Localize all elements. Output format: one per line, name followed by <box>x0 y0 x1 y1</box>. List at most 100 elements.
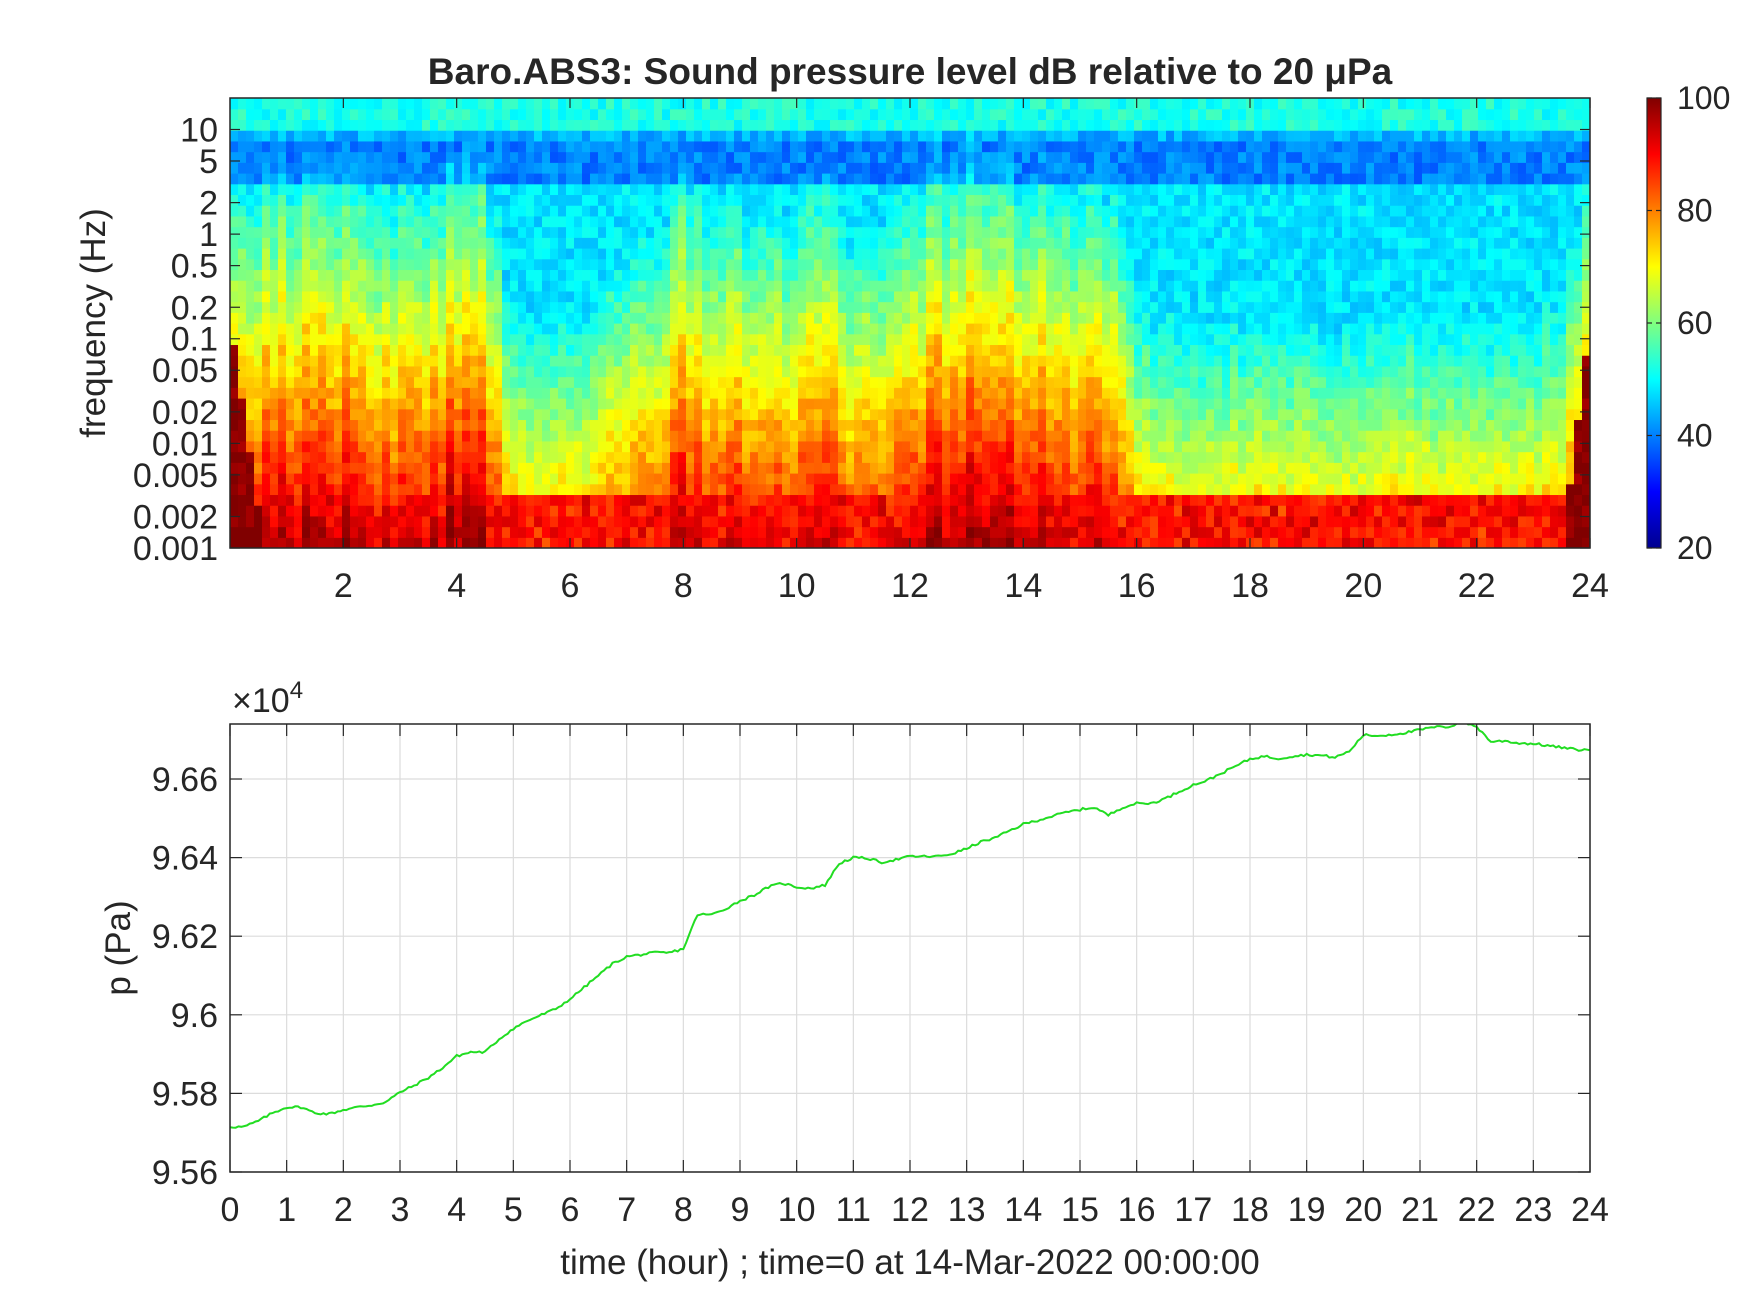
spectrogram-cell <box>614 151 623 163</box>
spectrogram-cell <box>1046 130 1055 142</box>
spectrogram-cell <box>806 323 815 335</box>
spectrogram-cell <box>230 280 239 292</box>
spectrogram-cell <box>494 258 503 271</box>
spectrogram-cell <box>438 408 447 421</box>
spectrogram-cell <box>638 430 647 442</box>
spectrogram-cell <box>878 108 887 121</box>
spectrogram-cell <box>494 215 503 228</box>
spectrogram-cell <box>662 194 671 206</box>
spectrogram-cell <box>262 333 271 346</box>
spectrogram-cell <box>1094 333 1103 346</box>
spectrogram-cell <box>1174 269 1183 281</box>
spectrogram-cell <box>630 333 639 346</box>
spectrogram-cell <box>1150 355 1159 367</box>
spectrogram-cell <box>686 451 695 463</box>
spectrogram-cell <box>1086 290 1095 303</box>
spectrogram-cell <box>1086 483 1095 496</box>
spectrogram-cell <box>950 494 959 506</box>
spectrogram-cell <box>342 483 351 496</box>
spectrogram-cell <box>262 483 271 496</box>
spectrogram-cell <box>326 162 335 174</box>
spectrogram-cell <box>990 151 999 163</box>
spectrogram-cell <box>870 419 879 431</box>
spectrogram-cell <box>382 258 391 271</box>
spectrogram-cell <box>582 301 591 313</box>
spectrogram-cell <box>910 473 919 485</box>
spectrogram-cell <box>766 505 775 517</box>
spectrogram-cell <box>534 505 543 517</box>
spectrogram-cell <box>718 462 727 474</box>
spectrogram-cell <box>838 451 847 463</box>
spectrogram-cell <box>1030 505 1039 517</box>
spectrogram-cell <box>1070 280 1079 292</box>
spectrogram-cell <box>246 505 255 517</box>
spectrogram-cell <box>838 473 847 485</box>
spectrogram-cell <box>1142 183 1151 196</box>
spectrogram-cell <box>726 98 735 110</box>
spectrogram-cell <box>678 333 687 346</box>
spectrogram-cell <box>286 226 295 238</box>
spectrogram-cell <box>950 290 959 303</box>
spectrogram-cell <box>918 226 927 238</box>
spectrogram-cell <box>1174 162 1183 174</box>
spectrogram-cell <box>646 387 655 399</box>
spectrogram-cell <box>1110 183 1119 196</box>
spectrogram-cell <box>1102 226 1111 238</box>
spectrogram-cell <box>934 419 943 431</box>
spectrogram-cell <box>462 419 471 431</box>
spectrogram-cell <box>846 408 855 421</box>
spectrogram-cell <box>1062 462 1071 474</box>
spectrogram-cell <box>1014 215 1023 228</box>
spectrogram-cell <box>558 162 567 174</box>
spectrogram-cell <box>854 151 863 163</box>
spectrogram-cell <box>1094 130 1103 142</box>
spectrogram-cell <box>782 162 791 174</box>
spectrogram-cell <box>1038 215 1047 228</box>
spectrogram-cell <box>1118 323 1127 335</box>
spectrogram-cell <box>710 440 719 453</box>
spectrogram-cell <box>726 505 735 517</box>
spectrogram-cell <box>638 301 647 313</box>
spectrogram-cell <box>902 473 911 485</box>
spectrogram-cell <box>534 173 543 185</box>
spectrogram-cell <box>550 119 559 131</box>
spectrogram-cell <box>734 280 743 292</box>
spectrogram-cell <box>462 473 471 485</box>
spectrogram-cell <box>894 162 903 174</box>
spectrogram-cell <box>846 323 855 335</box>
spectrogram-cell <box>638 483 647 496</box>
spectrogram-cell <box>718 526 727 538</box>
spectrogram-cell <box>886 140 895 153</box>
spectrogram-cell <box>686 248 695 260</box>
spectrogram-cell <box>1038 323 1047 335</box>
spectrogram-cell <box>398 269 407 281</box>
spectrogram-cell <box>1054 119 1063 131</box>
spectrogram-cell <box>686 408 695 421</box>
spectrogram-cell <box>670 290 679 303</box>
spectrogram-cell <box>478 333 487 346</box>
spectrogram-cell <box>654 237 663 249</box>
spectrogram-cell <box>694 108 703 121</box>
spectrogram-cell <box>790 269 799 281</box>
spectrogram-cell <box>1006 215 1015 228</box>
spectrogram-cell <box>942 194 951 206</box>
spectrogram-cell <box>790 301 799 313</box>
spectrogram-cell <box>286 248 295 260</box>
spectrogram-cell <box>878 526 887 538</box>
spectrogram-cell <box>766 301 775 313</box>
spectrogram-cell <box>798 98 807 110</box>
spectrogram-cell <box>350 173 359 185</box>
spectrogram-cell <box>782 483 791 496</box>
spectrogram-cell <box>438 344 447 356</box>
spectrogram-cell <box>534 140 543 153</box>
spectrogram-cell <box>382 269 391 281</box>
spectrogram-cell <box>990 376 999 388</box>
spectrogram-cell <box>1118 430 1127 442</box>
spectrogram-cell <box>1062 258 1071 271</box>
spectrogram-cell <box>590 451 599 463</box>
spectrogram-cell <box>414 290 423 303</box>
spectrogram-cell <box>1078 183 1087 196</box>
spectrogram-cell <box>1126 473 1135 485</box>
spectrogram-cell <box>1126 376 1135 388</box>
spectrogram-cell <box>654 344 663 356</box>
